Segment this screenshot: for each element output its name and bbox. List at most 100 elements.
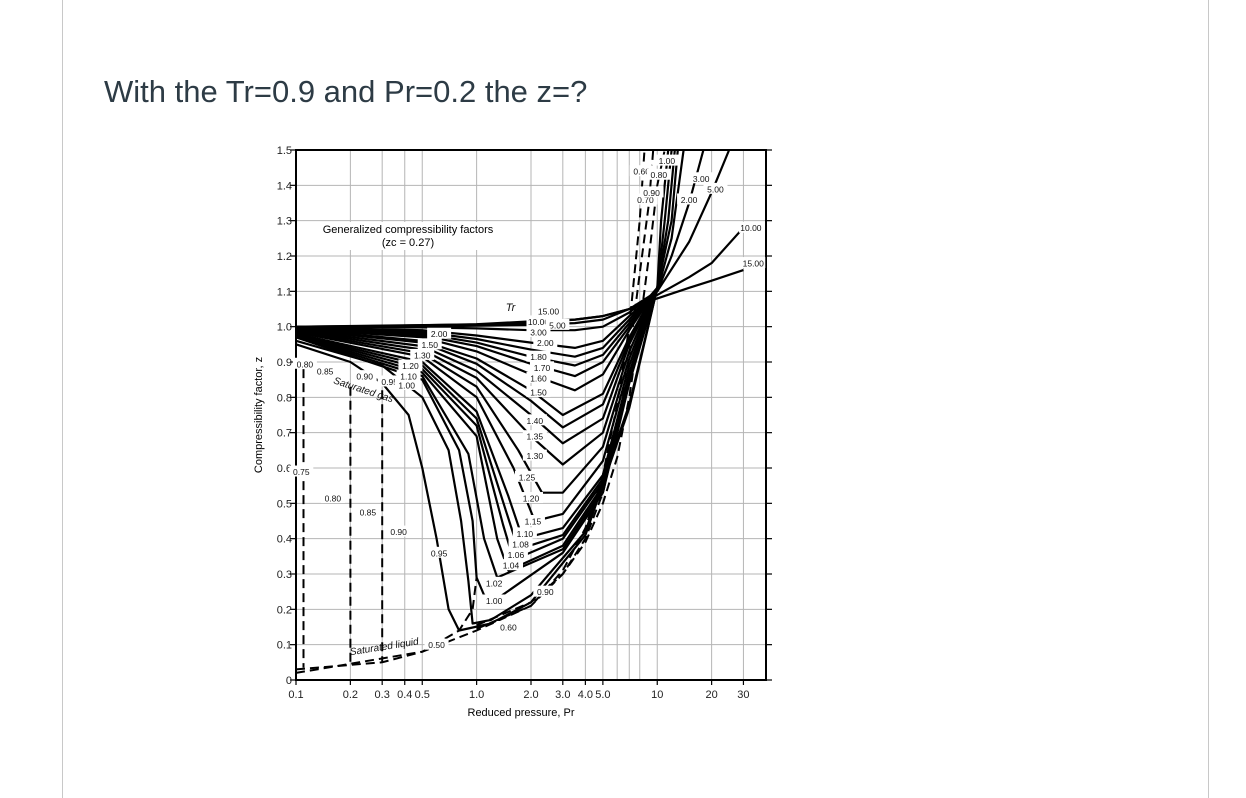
y-tick-label: 0.3	[277, 569, 292, 581]
series-label-extra-bg	[417, 338, 442, 350]
series-label-extra: 0.90	[537, 587, 554, 597]
y-tick-label: 0.4	[277, 534, 292, 546]
series-label: 1.80	[530, 352, 547, 362]
series-label-bg	[545, 318, 570, 330]
series-label-extra-bg	[677, 193, 702, 205]
series-label-extra-bg	[654, 154, 679, 166]
series-label: 2.00	[537, 338, 554, 348]
series-label-extra-bg	[313, 364, 338, 376]
series-label-extra: 0.90	[356, 372, 373, 382]
series-label-extra: 2.00	[431, 329, 448, 339]
x-axis-label: Reduced pressure, Pr	[468, 707, 575, 719]
series-label-extra-bg	[689, 172, 714, 184]
y-tick-label: 1.5	[277, 145, 292, 157]
series-label-extra: 0.90	[643, 188, 660, 198]
series-label: 1.06	[508, 550, 525, 560]
series-label: 1.00	[486, 596, 503, 606]
series-line-0-60	[476, 149, 655, 630]
x-tick-label: 30	[737, 689, 749, 701]
series-label-bg	[289, 465, 314, 477]
series-label: 1.10	[517, 529, 534, 539]
y-tick-label: 0	[286, 675, 292, 687]
annotation: Tr	[506, 302, 517, 314]
series-label: 1.35	[527, 432, 544, 442]
series-label-bg	[522, 414, 547, 426]
series-label-extra: 3.00	[693, 174, 710, 184]
series-label: 0.70	[637, 195, 654, 205]
series-label: 15.00	[538, 306, 560, 316]
series-label-extra: 0.80	[297, 359, 314, 369]
series-label-extra: 0.80	[651, 170, 668, 180]
series-label-extra: 0.85	[317, 366, 334, 376]
x-tick-label: 0.1	[288, 689, 303, 701]
series-label-extra-bg	[533, 585, 558, 597]
x-tick-label: 2.0	[523, 689, 538, 701]
page-frame-left	[62, 0, 63, 798]
y-tick-label: 0.6	[277, 463, 292, 475]
chart-title: Generalized compressibility factors	[323, 224, 494, 236]
y-tick-label: 0.9	[277, 357, 292, 369]
series-label-bg	[526, 325, 551, 337]
series-label-extra-bg	[427, 327, 452, 339]
series-label-bg	[526, 386, 551, 398]
x-tick-label: 20	[706, 689, 718, 701]
series-label-bg	[529, 361, 554, 373]
series-label-bg	[536, 304, 561, 316]
series-label-bg	[424, 638, 449, 650]
y-tick-label: 0.7	[277, 428, 292, 440]
series-label: 0.95	[431, 548, 448, 558]
series-label-extra: 1.00	[398, 380, 415, 390]
series-label-extra-bg	[394, 378, 419, 390]
series-line-15-00	[295, 269, 744, 328]
series-label: 0.75	[293, 467, 310, 477]
series-label-extra-bg	[639, 186, 664, 198]
series-label-bg	[512, 527, 537, 539]
series-label-extra: 1.30	[414, 350, 431, 360]
chart-ticks: 00.10.20.30.40.50.60.70.80.91.01.11.21.3…	[277, 145, 772, 701]
x-tick-label: 0.3	[375, 689, 390, 701]
series-label: 10.00	[528, 317, 550, 327]
series-label-bg	[526, 350, 551, 362]
series-label-bg	[320, 492, 345, 504]
series-label-extra-bg	[352, 370, 377, 382]
series-label-bg	[386, 525, 411, 537]
y-tick-label: 1.1	[277, 286, 292, 298]
series-line-10-00	[295, 226, 745, 328]
series-label-extra: 1.50	[421, 340, 438, 350]
series-label: 0.60	[633, 167, 650, 177]
series-label-extra: 1.20	[402, 361, 419, 371]
series-label-extra-bg	[738, 221, 763, 233]
y-axis-label: Compressibility factor, z	[253, 357, 265, 473]
series-label: 0.85	[360, 508, 377, 518]
y-tick-label: 0.8	[277, 392, 292, 404]
series-label-extra-bg	[496, 621, 521, 632]
series-label-extra-bg	[292, 357, 317, 369]
series-label: 3.00	[530, 327, 547, 337]
compressibility-chart: 00.10.20.30.40.50.60.70.80.91.01.11.21.3…	[253, 145, 772, 719]
y-tick-label: 1.0	[277, 322, 292, 334]
series-line-saturated-liquid	[295, 577, 478, 671]
series-label: 0.50	[428, 640, 445, 650]
x-tick-label: 3.0	[555, 689, 570, 701]
series-label-bg	[629, 165, 654, 177]
series-label: 0.90	[390, 527, 407, 537]
series-label: 1.02	[486, 578, 503, 588]
series-label-bg	[533, 336, 558, 348]
series-line-5-00	[296, 149, 731, 328]
series-label-bg	[520, 515, 545, 526]
x-tick-label: 0.4	[397, 689, 412, 701]
x-tick-label: 4.0	[578, 689, 593, 701]
y-tick-label: 1.4	[277, 180, 292, 192]
series-label-bg	[499, 559, 524, 571]
series-label-extra-bg	[410, 348, 435, 360]
series-label-extra: 15.00	[743, 259, 765, 269]
series-label-bg	[522, 430, 547, 442]
series-label-extra: 0.95	[381, 377, 398, 387]
series-label-extra-bg	[646, 168, 671, 180]
y-tick-label: 0.2	[277, 604, 292, 616]
series-label-bg	[519, 492, 543, 504]
series-line-0-95	[295, 287, 659, 625]
series-label-bg	[355, 506, 380, 518]
x-tick-label: 1.0	[469, 689, 484, 701]
